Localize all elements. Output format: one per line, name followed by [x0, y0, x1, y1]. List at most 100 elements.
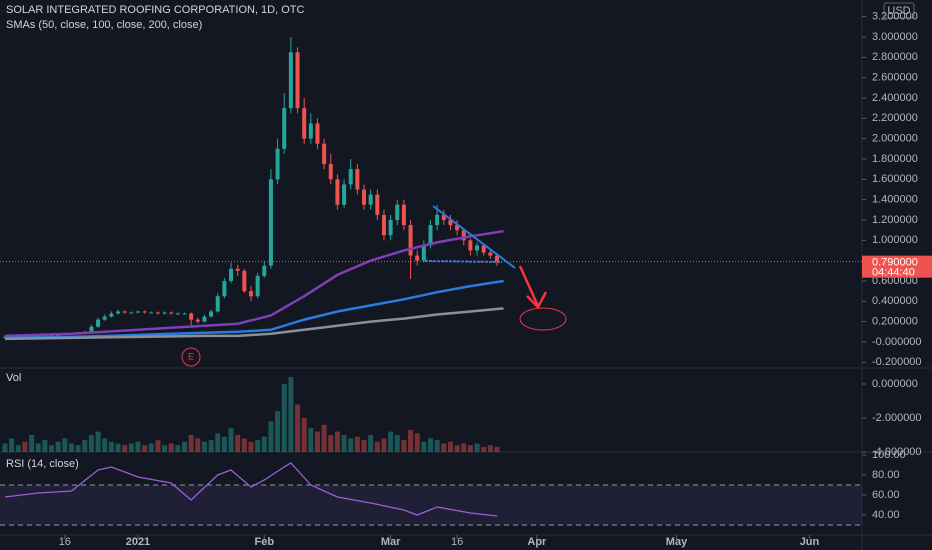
candle-body — [288, 52, 293, 109]
volume-bar — [268, 421, 274, 452]
volume-bar — [494, 446, 500, 452]
candle-body — [428, 225, 433, 246]
rsi-line — [4, 462, 498, 517]
volume-bar — [374, 441, 380, 452]
y-tick-label: 2.200000 — [872, 112, 918, 124]
volume-bar — [474, 443, 480, 452]
volume-bar — [2, 443, 8, 452]
y-tick-label: 100.00 — [872, 449, 906, 461]
support-line — [424, 260, 503, 263]
earnings-circle[interactable] — [181, 347, 201, 367]
volume-bar — [148, 443, 154, 452]
volume-bar — [348, 438, 354, 452]
candle-body — [408, 225, 413, 256]
volume-bar — [467, 445, 473, 452]
volume-bar — [208, 440, 214, 452]
x-tick-label: Apr — [527, 536, 547, 548]
volume-bar — [162, 445, 168, 452]
candle-body — [116, 311, 121, 314]
volume-bar — [108, 441, 114, 452]
volume-bar — [55, 441, 61, 452]
x-tick-label: 16 — [59, 536, 71, 548]
candle-body — [468, 240, 473, 251]
volume-bar — [82, 440, 88, 452]
volume-bar — [481, 446, 487, 452]
candle-body — [494, 255, 499, 262]
y-tick-label: 60.00 — [872, 489, 900, 501]
y-tick-label: 1.200000 — [872, 214, 918, 226]
volume-bar — [314, 431, 320, 452]
volume-bar — [428, 438, 434, 452]
candle-body — [441, 214, 446, 220]
volume-bar — [235, 434, 241, 452]
volume-bar — [334, 431, 340, 452]
volume-bar — [221, 436, 227, 452]
earnings-marker[interactable]: E — [188, 351, 194, 361]
y-tick-label: 1.600000 — [872, 173, 918, 185]
y-tick-label: -2.000000 — [872, 412, 922, 424]
candle-body — [182, 313, 187, 315]
y-tick-label: -0.000000 — [872, 336, 922, 348]
candle-body — [401, 204, 406, 226]
x-tick-label: May — [666, 536, 688, 548]
arrow — [518, 265, 540, 307]
sma-line — [4, 229, 504, 338]
volume-bar — [102, 438, 108, 452]
candle-body — [142, 311, 147, 313]
currency[interactable]: USD — [887, 5, 910, 17]
volume-bar — [248, 441, 254, 452]
volume-bar — [175, 445, 181, 452]
candle-body — [248, 291, 253, 297]
volume-bar — [62, 438, 68, 452]
last-price-label: 0.790000 — [872, 257, 918, 269]
candle-body — [308, 123, 313, 139]
volume-bar — [35, 443, 41, 452]
candle-body — [135, 311, 140, 313]
volume-bar — [22, 441, 28, 452]
arrow-head — [526, 291, 548, 310]
candle-body — [328, 164, 333, 180]
candle-body — [242, 270, 247, 292]
volume-bar — [487, 445, 493, 452]
candle-body — [475, 245, 480, 251]
y-tick-label: 1.400000 — [872, 194, 918, 206]
y-tick-label: 0.000000 — [872, 378, 918, 390]
volume-bar — [401, 440, 407, 452]
volume-bar — [414, 433, 420, 452]
candle-body — [488, 252, 493, 256]
volume-bar — [49, 445, 55, 452]
x-tick-label: Feb — [255, 536, 275, 548]
y-tick-label: 2.000000 — [872, 133, 918, 145]
volume-bar — [42, 440, 48, 452]
candle-body — [102, 316, 107, 320]
candle-body — [129, 312, 134, 314]
volume-bar — [461, 443, 467, 452]
candle-body — [448, 219, 453, 226]
volume-bar — [261, 436, 267, 452]
volume-bar — [142, 445, 148, 452]
x-tick-label: 2021 — [126, 536, 150, 548]
candle-body — [381, 214, 386, 236]
candle-body — [268, 179, 273, 266]
candle-body — [235, 268, 240, 271]
candle-body — [302, 108, 307, 139]
candle-body — [415, 255, 420, 261]
volume-bar — [215, 433, 221, 452]
candle-body — [162, 312, 167, 314]
y-tick-label: 3.200000 — [872, 11, 918, 23]
volume-bar — [434, 440, 440, 452]
currency-box[interactable] — [883, 2, 915, 19]
candle-body — [481, 245, 486, 253]
volume-bar — [135, 441, 141, 452]
drawings: E — [181, 205, 567, 367]
volume-bar — [408, 429, 414, 452]
volume-bar — [201, 441, 207, 452]
candle-body — [229, 268, 234, 281]
candle-body — [189, 313, 194, 320]
volume-bar — [281, 383, 287, 452]
candle-body — [315, 123, 320, 144]
volume-bar — [15, 445, 21, 452]
y-tick-label: 40.00 — [872, 509, 900, 521]
volume-bar — [421, 441, 427, 452]
rsi-band-fill — [0, 485, 862, 525]
